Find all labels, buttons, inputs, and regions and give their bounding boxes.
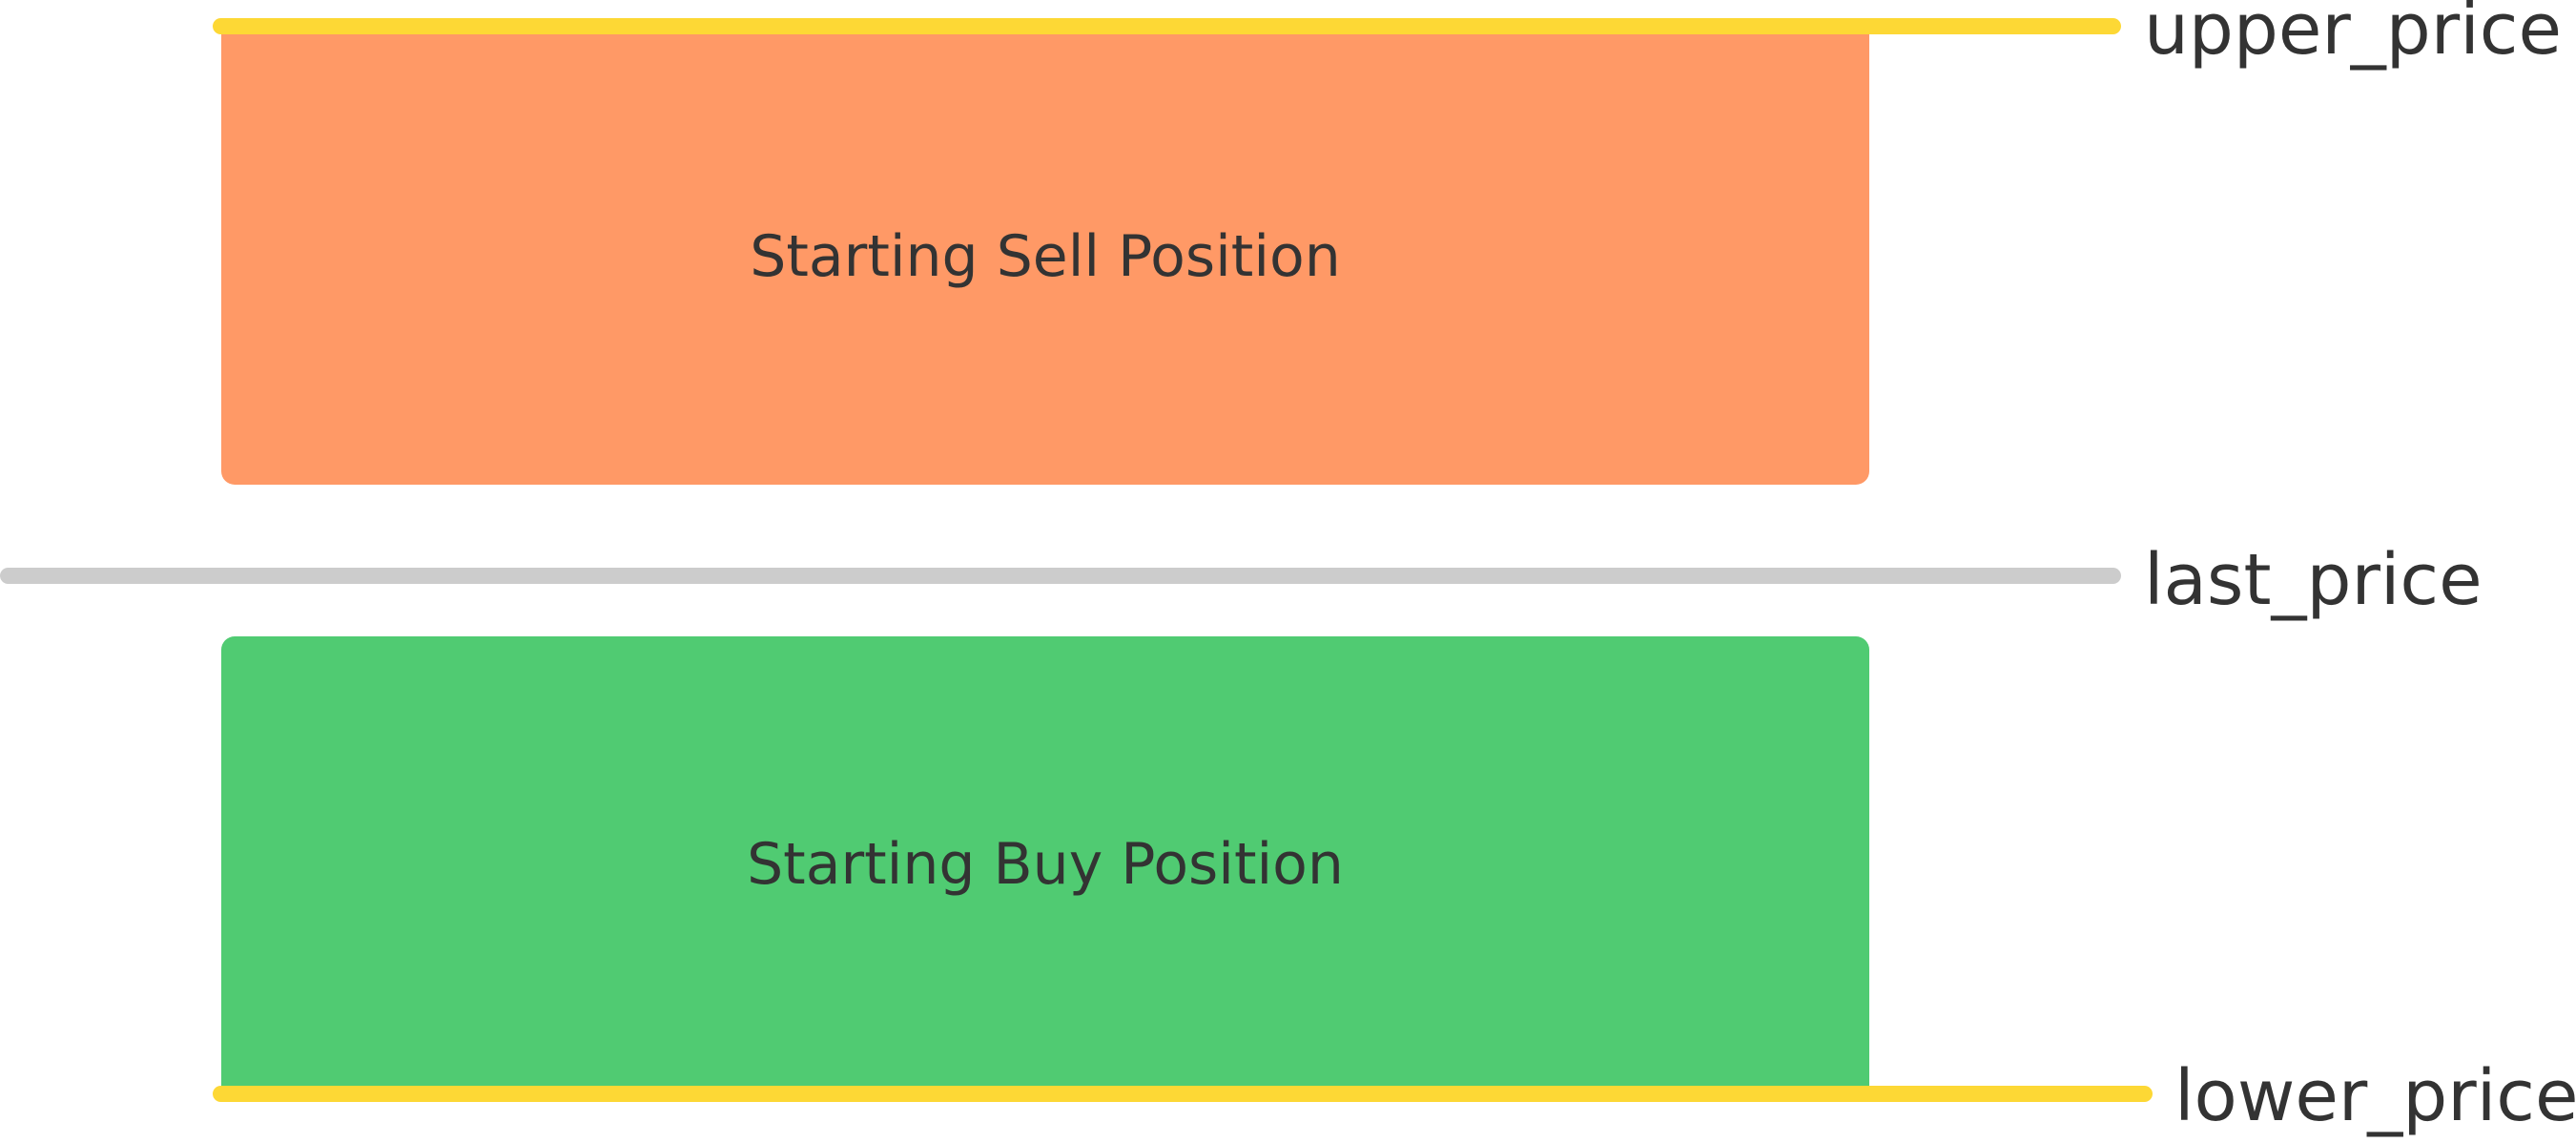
lower-price-label: lower_price xyxy=(2174,1055,2576,1137)
upper-price-label: upper_price xyxy=(2144,0,2562,71)
buy-position-block: Starting Buy Position xyxy=(221,636,1869,1091)
lower-price-line xyxy=(213,1086,2153,1102)
sell-position-block: Starting Sell Position xyxy=(221,29,1869,485)
buy-position-label: Starting Buy Position xyxy=(747,830,1344,898)
sell-position-label: Starting Sell Position xyxy=(750,223,1341,290)
upper-price-line xyxy=(213,18,2121,34)
last-price-label: last_price xyxy=(2144,539,2483,621)
last-price-line xyxy=(0,568,2121,584)
